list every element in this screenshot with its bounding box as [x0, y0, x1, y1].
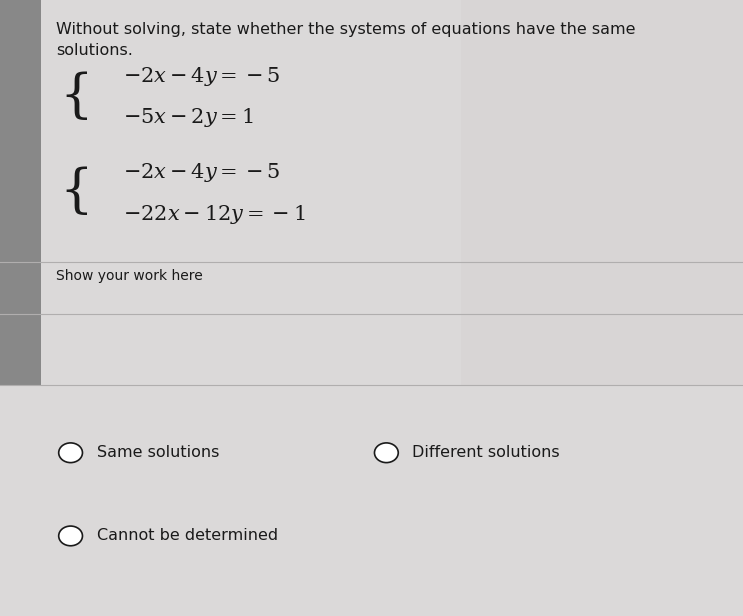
Text: $-22x-12y=-1$: $-22x-12y=-1$	[123, 203, 305, 226]
Text: solutions.: solutions.	[56, 43, 132, 58]
Circle shape	[59, 526, 82, 546]
Text: $-2x-4y=-5$: $-2x-4y=-5$	[123, 161, 280, 184]
Text: Different solutions: Different solutions	[412, 445, 560, 460]
Text: Cannot be determined: Cannot be determined	[97, 529, 278, 543]
Text: $-2x-4y=-5$: $-2x-4y=-5$	[123, 65, 280, 88]
FancyBboxPatch shape	[0, 385, 743, 616]
Circle shape	[374, 443, 398, 463]
Text: Same solutions: Same solutions	[97, 445, 219, 460]
Text: $\{$: $\{$	[59, 164, 88, 217]
Text: Without solving, state whether the systems of equations have the same: Without solving, state whether the syste…	[56, 22, 635, 36]
Circle shape	[59, 443, 82, 463]
Text: Show your work here: Show your work here	[56, 269, 203, 283]
Text: $\{$: $\{$	[59, 69, 88, 122]
FancyBboxPatch shape	[0, 0, 461, 616]
Text: $-5x-2y=1$: $-5x-2y=1$	[123, 105, 253, 129]
FancyBboxPatch shape	[0, 0, 41, 616]
